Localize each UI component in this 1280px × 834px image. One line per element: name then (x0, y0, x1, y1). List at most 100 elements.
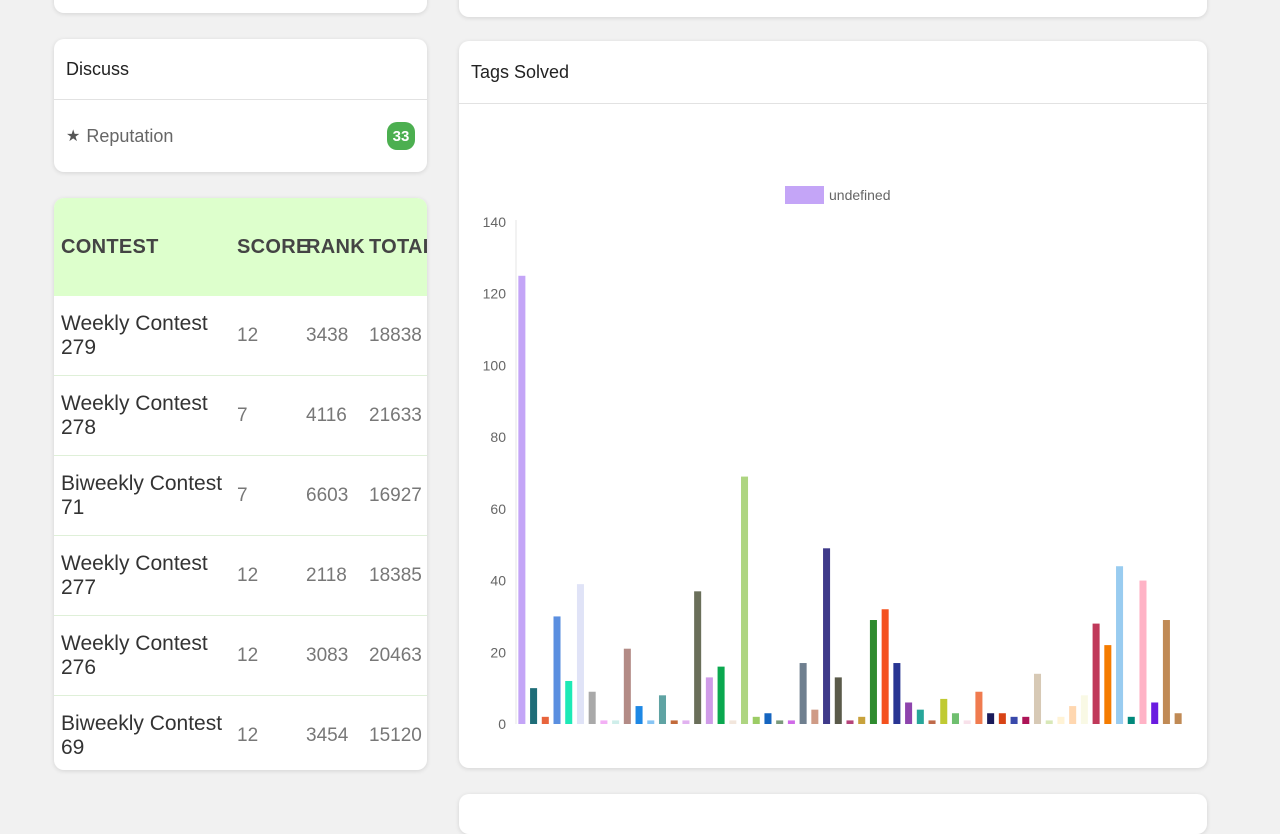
chart-bar[interactable] (553, 616, 561, 724)
discuss-title: Discuss (54, 39, 427, 100)
chart-bar[interactable] (764, 713, 772, 724)
contest-name: Biweekly Contest 69 (54, 695, 230, 770)
contest-column-header: CONTEST (61, 235, 159, 258)
chart-bar[interactable] (1116, 566, 1124, 724)
contest-rank: 4116 (299, 375, 362, 456)
table-row: Biweekly Contest 69 12 3454 15120 (54, 695, 427, 770)
contest-name: Weekly Contest 279 (61, 311, 208, 359)
contest-table-header: CONTEST SCORE RANK TOTAL (54, 198, 427, 296)
star-icon: ★ (66, 128, 81, 145)
contest-total: 16927 (362, 455, 427, 536)
y-tick-label: 0 (498, 716, 506, 732)
chart-bar[interactable] (1045, 720, 1053, 724)
contest-score: 12 (230, 615, 299, 696)
contest-total: 20463 (362, 615, 427, 696)
chart-bar[interactable] (565, 680, 573, 724)
chart-bar[interactable] (717, 666, 725, 724)
chart-bar[interactable] (682, 720, 690, 724)
chart-bar[interactable] (811, 709, 819, 724)
chart-bar[interactable] (799, 663, 807, 724)
table-row: Weekly Contest 277 12 2118 18385 (54, 535, 427, 616)
chart-bar[interactable] (846, 720, 854, 724)
chart-bar[interactable] (658, 695, 667, 724)
table-row: Weekly Contest 276 12 3083 20463 (54, 615, 427, 696)
chart-bar[interactable] (1033, 673, 1042, 724)
chart-bar[interactable] (869, 620, 877, 724)
chart-bar[interactable] (858, 716, 866, 724)
next-panel-top (459, 794, 1207, 834)
contest-score: 12 (237, 324, 259, 346)
table-row: Biweekly Contest 71 7 6603 16927 (54, 455, 427, 536)
chart-bar[interactable] (729, 720, 737, 724)
reputation-label-group: ★ Reputation (66, 126, 173, 147)
reputation-row: ★ Reputation 33 (54, 100, 427, 172)
contest-name: Weekly Contest 278 (54, 375, 230, 456)
chart-bar[interactable] (1127, 716, 1135, 724)
chart-bar[interactable] (694, 591, 702, 724)
chart-bar[interactable] (834, 677, 842, 724)
legend-swatch (785, 186, 824, 204)
chart-bar[interactable] (705, 677, 713, 724)
y-tick-label: 140 (483, 214, 507, 230)
chart-bar[interactable] (518, 275, 526, 724)
chart-bar[interactable] (893, 663, 901, 724)
chart-bar[interactable] (916, 709, 924, 724)
chart-bar[interactable] (635, 706, 643, 724)
chart-bar[interactable] (823, 548, 831, 724)
chart-bar[interactable] (530, 688, 538, 724)
chart-bar[interactable] (975, 691, 983, 724)
chart-bar[interactable] (647, 720, 655, 724)
discuss-card: Discuss ★ Reputation 33 (54, 39, 427, 172)
y-tick-label: 60 (490, 501, 506, 517)
chart-bar[interactable] (1092, 623, 1100, 724)
chart-bar[interactable] (670, 720, 678, 724)
chart-bar[interactable] (1057, 716, 1065, 724)
chart-bar[interactable] (998, 713, 1006, 724)
chart-bar[interactable] (623, 648, 631, 724)
chart-bar[interactable] (905, 702, 913, 724)
contest-rank: 3454 (299, 695, 362, 770)
y-tick-label: 120 (483, 286, 507, 302)
chart-bar[interactable] (987, 713, 995, 724)
rank-column-header: RANK (306, 235, 365, 258)
contest-total: 18838 (369, 324, 422, 346)
chart-bar[interactable] (787, 720, 795, 724)
contest-name: Biweekly Contest 71 (54, 455, 230, 536)
chart-bar[interactable] (963, 720, 971, 724)
chart-bar[interactable] (881, 609, 889, 724)
y-tick-label: 100 (483, 357, 507, 373)
chart-bar[interactable] (1104, 645, 1112, 724)
chart-bar[interactable] (1010, 716, 1018, 724)
chart-bar[interactable] (576, 584, 584, 724)
y-tick-label: 40 (490, 573, 506, 589)
chart-bar[interactable] (741, 476, 749, 724)
table-row: Weekly Contest 279 12 3438 18838 (54, 296, 427, 376)
chart-bar[interactable] (600, 720, 608, 724)
chart-bar[interactable] (776, 720, 784, 724)
chart-bar[interactable] (1080, 695, 1088, 724)
chart-bar[interactable] (1174, 713, 1182, 724)
chart-bar[interactable] (612, 720, 620, 724)
chart-bar[interactable] (1139, 580, 1147, 724)
chart-bar[interactable] (940, 698, 948, 724)
chart-bar[interactable] (588, 691, 596, 724)
total-column-header: TOTAL (369, 235, 427, 258)
contest-rank: 2118 (299, 535, 362, 616)
contest-score: 7 (230, 455, 299, 536)
contest-name: Weekly Contest 276 (54, 615, 230, 696)
contest-table: CONTEST SCORE RANK TOTAL Weekly Contest … (54, 198, 427, 770)
chart-bar[interactable] (1069, 706, 1077, 724)
contest-score: 12 (230, 695, 299, 770)
contest-score: 12 (230, 535, 299, 616)
chart-bar[interactable] (1151, 702, 1159, 724)
contest-total: 15120 (362, 695, 427, 770)
contest-rank: 3083 (299, 615, 362, 696)
chart-bar[interactable] (928, 720, 936, 724)
chart-bar[interactable] (951, 713, 959, 724)
chart-bar[interactable] (1022, 716, 1030, 724)
y-tick-label: 20 (490, 644, 506, 660)
chart-bar[interactable] (752, 716, 760, 724)
chart-bar[interactable] (1162, 620, 1170, 724)
chart-bar[interactable] (541, 716, 549, 724)
contest-rank: 3438 (306, 324, 349, 346)
